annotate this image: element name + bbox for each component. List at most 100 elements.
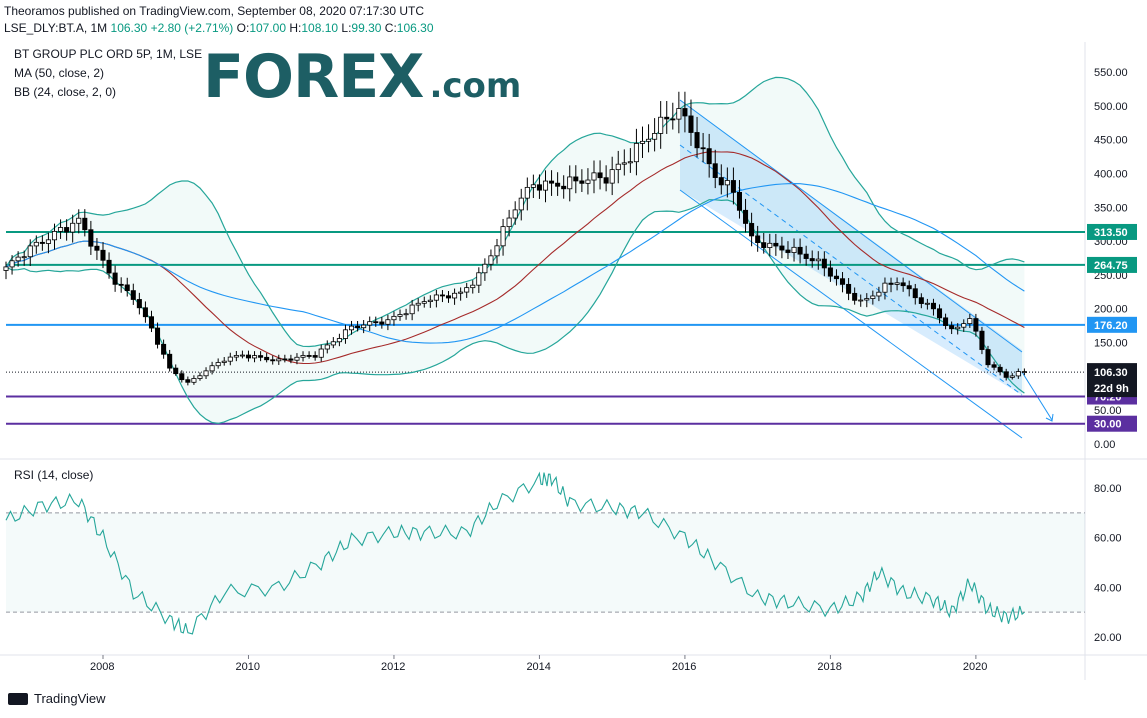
channel-middle-line [679,144,1023,396]
candle-body [536,184,542,191]
candle-body [306,355,312,357]
candle-body [482,263,488,274]
candle-body [633,143,639,163]
candle-body [736,191,742,211]
close-value: 106.30 [396,21,434,35]
channel-fill [680,100,1022,395]
candle-body [991,364,997,368]
candle-body [197,375,203,379]
level-tag: 264.75 [1087,256,1137,273]
candle-body [730,180,736,193]
candle-body [906,285,912,290]
level-tag-text: 30.00 [1094,419,1122,431]
level-tag-text: 264.75 [1094,260,1128,272]
tradingview-footer[interactable]: TradingView [8,691,106,706]
candle-body [864,298,870,301]
candle-body [918,297,924,304]
open-label: O: [236,21,250,35]
candle-body [761,242,767,248]
candle-body [585,179,591,184]
candle-body [445,295,452,299]
ma-line [5,151,1025,365]
candles-group [3,91,1027,386]
price-tick-label: 500.00 [1094,101,1128,113]
candle-body [252,355,258,359]
candle-body [518,197,524,211]
candle-body [100,249,106,261]
candle-body [967,318,973,325]
candle-body [203,370,209,377]
candle-body [615,163,621,171]
candle-body [264,356,270,361]
candle-body [124,284,130,292]
candle-body [506,217,512,228]
candle-body [173,367,179,375]
level-tag-bg [1087,256,1137,273]
candle-body [773,242,779,247]
candle-body [597,172,603,179]
publish-text: Theoramos published on TradingView.com, … [4,4,425,18]
candle-body [300,355,306,358]
candle-body [809,258,815,262]
ma-long-line [5,183,1025,344]
candle-body [155,327,161,345]
candle-body [215,362,221,367]
candle-body [555,182,561,187]
candle-body [342,329,348,339]
candle-body [276,358,282,362]
candle-body [567,176,573,190]
candle-body [179,373,185,381]
price-pane[interactable] [0,42,1085,459]
time-tick-label: 2014 [526,661,550,673]
candle-body [852,292,858,301]
bb-indicator-label[interactable]: BB (24, close, 2, 0) [14,85,117,99]
candle-body [894,282,900,285]
price-tick-label: 150.00 [1094,338,1128,350]
candle-body [391,315,397,321]
last-price-text: 106.30 [110,21,148,35]
candle-body [943,317,949,326]
candle-body [270,359,276,362]
candle-body [815,258,821,262]
rsi-indicator-label[interactable]: RSI (14, close) [14,468,94,482]
ma-indicator-label[interactable]: MA (50, close, 2) [14,66,105,80]
candle-body [245,354,251,359]
bollinger-band-fill [6,77,1025,424]
candle-body [233,355,239,358]
candle-body [985,349,991,366]
candle-body [494,245,500,257]
candle-body [349,325,355,331]
candle-body [330,341,336,346]
candle-body [409,304,415,315]
time-tick-label: 2018 [817,661,841,673]
high-label: H: [289,21,302,35]
channel-upper-line [679,99,1023,353]
candle-body [27,245,33,258]
candle-body [779,245,785,251]
candle-body [724,180,730,186]
candle-body [797,246,803,255]
candle-body [118,283,124,286]
candle-body [9,260,15,268]
price-axis-labels: 550.00500.00450.00400.00350.00300.00250.… [1094,67,1128,644]
candle-body [791,246,797,253]
candle-body [227,356,233,362]
candle-body [439,294,445,297]
candle-body [627,161,633,164]
candle-body [58,227,64,232]
candle-body [561,185,567,190]
candle-body [858,299,864,302]
ohlc-line: LSE_DLY:BT.A, 1M 106.30 +2.80 (+2.71%) O… [4,21,434,35]
candle-body [924,302,930,305]
candle-body [167,353,173,369]
candle-body [21,256,27,259]
candle-body [664,116,670,120]
price-tick-label: 0.00 [1094,439,1115,451]
candle-body [39,241,45,244]
level-tag: 30.00 [1087,415,1137,432]
change-text: +2.80 (+2.71%) [150,21,234,35]
candle-body [312,355,318,358]
candle-body [900,282,906,287]
